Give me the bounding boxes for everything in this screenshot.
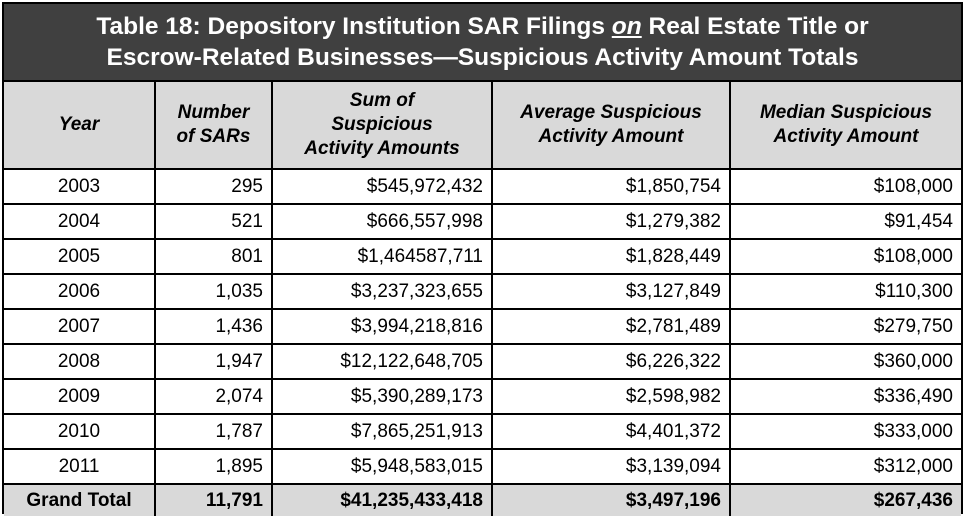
table-row: 2004 521 $666,557,998 $1,279,382 $91,454: [4, 203, 961, 240]
sar-table: Year Number of SARs Sum of Suspicious Activ…: [4, 82, 961, 516]
total-median: $267,436: [729, 483, 961, 516]
title-prefix: Table 18: Depository Institution SAR Fil…: [96, 13, 612, 40]
table-row: 2011 1,895 $5,948,583,015 $3,139,094 $312,00…: [4, 448, 961, 485]
median-cell: $333,000: [729, 413, 961, 450]
median-cell: $91,454: [729, 203, 961, 240]
total-sum: $41,235,433,418: [271, 483, 493, 516]
title-emphasis: on: [611, 13, 642, 40]
header-sum: Sum of Suspicious Activity Amounts: [271, 82, 493, 170]
header-median: Median Suspicious Activity Amount: [729, 82, 961, 170]
title-line-1: Table 18: Depository Institution SAR Fil…: [4, 11, 961, 42]
sum-cell: $545,972,432: [271, 168, 493, 205]
table-row: 2008 1,947 $12,122,648,705 $6,226,322 $360,0…: [4, 343, 961, 380]
average-cell: $6,226,322: [491, 343, 731, 380]
average-cell: $1,850,754: [491, 168, 731, 205]
year-cell: 2006: [4, 273, 156, 310]
sars-cell: 1,787: [154, 413, 273, 450]
year-cell: 2009: [4, 378, 156, 415]
average-cell: $3,139,094: [491, 448, 731, 485]
table-row: 2005 801 $1,464587,711 $1,828,449 $108,000: [4, 238, 961, 275]
median-cell: $279,750: [729, 308, 961, 345]
sum-cell: $666,557,998: [271, 203, 493, 240]
year-cell: 2010: [4, 413, 156, 450]
header-year: Year: [4, 82, 156, 170]
median-cell: $312,000: [729, 448, 961, 485]
title-line-2: Escrow-Related Businesses—Suspicious Act…: [106, 44, 859, 71]
sum-cell: $3,994,218,816: [271, 308, 493, 345]
average-cell: $2,781,489: [491, 308, 731, 345]
year-cell: 2008: [4, 343, 156, 380]
year-cell: 2004: [4, 203, 156, 240]
sum-cell: $12,122,648,705: [271, 343, 493, 380]
sars-cell: 801: [154, 238, 273, 275]
sum-cell: $3,237,323,655: [271, 273, 493, 310]
average-cell: $1,828,449: [491, 238, 731, 275]
table-row: 2006 1,035 $3,237,323,655 $3,127,849 $110,30…: [4, 273, 961, 310]
year-cell: 2005: [4, 238, 156, 275]
table-row: 2009 2,074 $5,390,289,173 $2,598,982 $336,49…: [4, 378, 961, 415]
table-row: 2003 295 $545,972,432 $1,850,754 $108,000: [4, 168, 961, 205]
average-cell: $1,279,382: [491, 203, 731, 240]
sars-cell: 1,895: [154, 448, 273, 485]
total-sars: 11,791: [154, 483, 273, 516]
sars-cell: 1,947: [154, 343, 273, 380]
sars-cell: 2,074: [154, 378, 273, 415]
header-number-of-sars: Number of SARs: [154, 82, 273, 170]
median-cell: $336,490: [729, 378, 961, 415]
year-cell: 2003: [4, 168, 156, 205]
grand-total-row: Grand Total 11,791 $41,235,433,418 $3,49…: [4, 483, 961, 516]
header-average: Average Suspicious Activity Amount: [491, 82, 731, 170]
sum-cell: $5,948,583,015: [271, 448, 493, 485]
year-cell: 2011: [4, 448, 156, 485]
sum-cell: $5,390,289,173: [271, 378, 493, 415]
sum-cell: $1,464587,711: [271, 238, 493, 275]
average-cell: $4,401,372: [491, 413, 731, 450]
sars-cell: 521: [154, 203, 273, 240]
median-cell: $108,000: [729, 168, 961, 205]
median-cell: $108,000: [729, 238, 961, 275]
median-cell: $360,000: [729, 343, 961, 380]
total-average: $3,497,196: [491, 483, 731, 516]
table-row: 2010 1,787 $7,865,251,913 $4,401,372 $333,00…: [4, 413, 961, 450]
year-cell: 2007: [4, 308, 156, 345]
sars-cell: 295: [154, 168, 273, 205]
average-cell: $3,127,849: [491, 273, 731, 310]
table-title: Table 18: Depository Institution SAR Fil…: [4, 4, 961, 82]
total-label: Grand Total: [4, 483, 156, 516]
average-cell: $2,598,982: [491, 378, 731, 415]
header-row: Year Number of SARs Sum of Suspicious Activ…: [4, 82, 961, 170]
median-cell: $110,300: [729, 273, 961, 310]
sum-cell: $7,865,251,913: [271, 413, 493, 450]
title-suffix: Real Estate Title or: [641, 13, 869, 40]
table-row: 2007 1,436 $3,994,218,816 $2,781,489 $279,75…: [4, 308, 961, 345]
sars-cell: 1,436: [154, 308, 273, 345]
sars-cell: 1,035: [154, 273, 273, 310]
